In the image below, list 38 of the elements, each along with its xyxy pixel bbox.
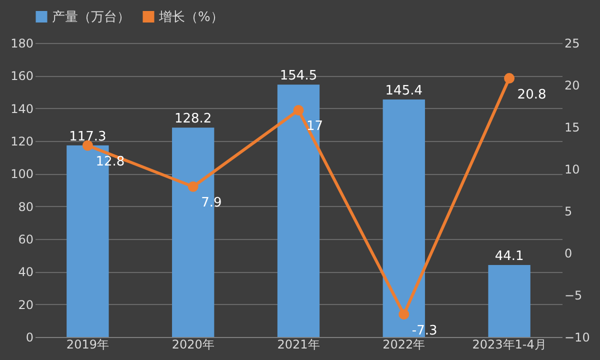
y-tick-label: 0 — [26, 330, 34, 344]
y2-tick-label: 5 — [564, 204, 572, 218]
y-tick-label: 120 — [10, 134, 34, 148]
data-label: 128.2 — [174, 112, 212, 127]
y-tick-label: 100 — [10, 167, 34, 182]
x-tick-label: 2021年 — [277, 338, 320, 352]
bar — [488, 264, 530, 337]
y2-tick-label: 20 — [564, 78, 580, 92]
legend-label: 产量（万台） — [52, 10, 130, 25]
x-tick-label: 2023年1-4月 — [472, 338, 546, 352]
point — [82, 140, 93, 151]
x-tick-label: 2019年 — [66, 338, 109, 352]
y-tick-label: 40 — [18, 265, 34, 280]
y2-tick-label: 25 — [564, 36, 580, 50]
x-tick-label: 2020年 — [172, 338, 214, 352]
y2-tick-label: 0 — [564, 246, 572, 260]
x-tick-label: 2022年 — [382, 338, 426, 352]
legend-label: 增长（%） — [158, 10, 224, 25]
data-label: 154.5 — [280, 68, 318, 84]
data-label: 20.8 — [517, 87, 546, 102]
y-tick-label: 140 — [10, 102, 34, 116]
y-tick-label: 180 — [10, 36, 34, 50]
point — [188, 181, 198, 192]
y2-tick-label: −10 — [564, 330, 590, 344]
y-tick-label: 160 — [10, 69, 34, 84]
y-tick-label: 80 — [18, 200, 34, 214]
y2-tick-label: 10 — [564, 162, 580, 176]
y-tick-label: 20 — [18, 298, 34, 312]
y2-tick-label: 15 — [564, 120, 580, 134]
data-label: 117.3 — [69, 129, 106, 144]
point — [293, 104, 304, 116]
data-label: 145.4 — [385, 84, 423, 99]
data-label: 44.1 — [494, 248, 524, 264]
point — [504, 73, 515, 84]
bar — [277, 84, 320, 337]
point — [398, 309, 410, 320]
y-tick-label: 60 — [18, 232, 34, 246]
y2-tick-label: −5 — [564, 288, 582, 302]
